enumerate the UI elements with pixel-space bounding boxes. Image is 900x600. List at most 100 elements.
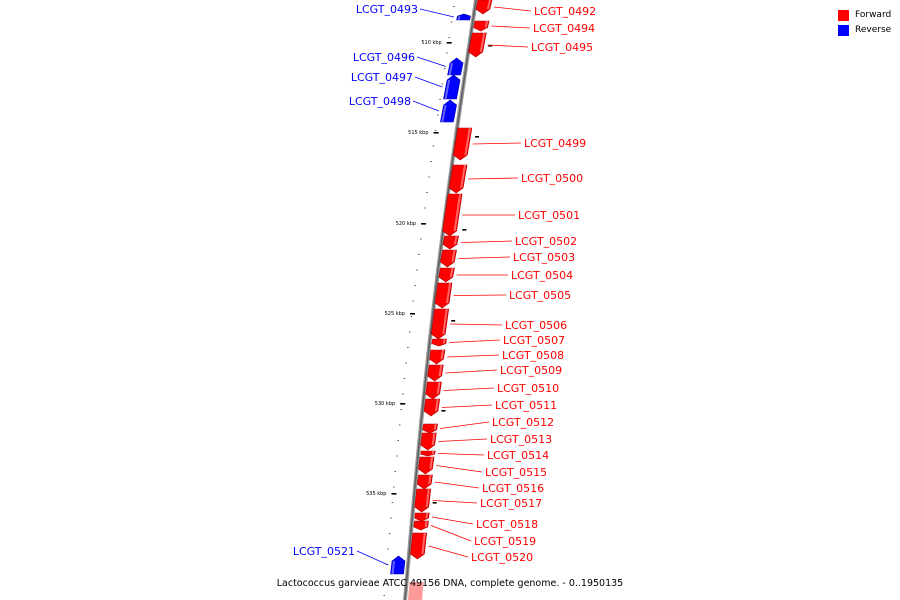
gene-lcgt_0500[interactable] [448, 164, 468, 194]
gene-lcgt_0507[interactable] [431, 338, 447, 347]
gene-label-lcgt_0498[interactable]: LCGT_0498 [349, 95, 440, 112]
gene-label-lcgt_0514[interactable]: LCGT_0514 [437, 449, 549, 462]
gene-lcgt_0497[interactable] [443, 74, 461, 100]
gene-label-lcgt_0504[interactable]: LCGT_0504 [456, 269, 574, 282]
gene-label-lcgt_0508[interactable]: LCGT_0508 [447, 349, 564, 362]
gene-lcgt_0514[interactable] [420, 450, 436, 457]
gene-lcgt_0506[interactable] [430, 308, 450, 340]
gene-lcgt_0512[interactable] [422, 423, 438, 434]
gene-lcgt_0515[interactable] [418, 456, 435, 475]
gene-labels: LCGT_0492 LCGT_0493 LCGT_0494 LCGT_0495 LCGT… [293, 3, 596, 566]
gene-label-lcgt_0512[interactable]: LCGT_0512 [440, 416, 554, 429]
gene-partial [408, 582, 424, 600]
gene-label-lcgt_0517[interactable]: LCGT_0517 [432, 497, 542, 510]
gene-label-lcgt_0503[interactable]: LCGT_0503 [458, 251, 575, 264]
gene-lcgt_0494[interactable] [473, 20, 490, 32]
genome-caption: Lactococcus garvieae ATCC 49156 DNA, com… [276, 578, 624, 589]
gene-label-lcgt_0511[interactable]: LCGT_0511 [441, 399, 557, 412]
gene-name: LCGT_0521 [293, 545, 355, 558]
tick-label: 520 kbp [396, 221, 416, 227]
gene-name: LCGT_0507 [503, 334, 565, 347]
gene-lcgt_0498[interactable] [440, 99, 457, 123]
gene-lcgt_0495[interactable] [468, 32, 487, 58]
gene-label-lcgt_0501[interactable]: LCGT_0501 [462, 209, 580, 222]
gene-name: LCGT_0503 [513, 251, 575, 264]
gene-lcgt_0505[interactable] [434, 282, 453, 309]
gene-label-lcgt_0513[interactable]: LCGT_0513 [438, 433, 553, 446]
gene-name: LCGT_0496 [353, 51, 415, 64]
gene-label-lcgt_0495[interactable]: LCGT_0495 [487, 41, 593, 54]
gene-lcgt_0502[interactable] [442, 235, 459, 250]
gene-lcgt_0518[interactable] [414, 512, 430, 522]
gene-name: LCGT_0495 [531, 41, 593, 54]
forward-swatch [838, 10, 849, 21]
gene-label-lcgt_0492[interactable]: LCGT_0492 [493, 5, 596, 18]
gene-name: LCGT_0506 [505, 319, 567, 332]
gene-lcgt_0520[interactable] [410, 532, 428, 560]
gene-label-lcgt_0509[interactable]: LCGT_0509 [445, 364, 562, 377]
gene-name: LCGT_0494 [533, 22, 595, 35]
tick-label: 515 kbp [408, 130, 428, 136]
gene-name: LCGT_0511 [495, 399, 557, 412]
tick-4: 525 kbp [385, 311, 415, 317]
gene-name: LCGT_0499 [524, 137, 586, 150]
gene-lcgt_0493[interactable] [456, 13, 471, 21]
gene-label-lcgt_0515[interactable]: LCGT_0515 [436, 465, 547, 480]
gene-lcgt_0510[interactable] [425, 381, 442, 400]
gene-lcgt_0503[interactable] [440, 249, 457, 268]
gene-label-lcgt_0493[interactable]: LCGT_0493 [356, 3, 455, 18]
gene-label-lcgt_0519[interactable]: LCGT_0519 [430, 525, 536, 549]
gene-lcgt_0496[interactable] [447, 57, 464, 76]
gene-lcgt_0519[interactable] [413, 520, 429, 531]
gene-features [390, 0, 493, 600]
reverse-swatch [838, 25, 849, 36]
gene-label-lcgt_0494[interactable]: LCGT_0494 [491, 22, 595, 35]
gene-label-lcgt_0502[interactable]: LCGT_0502 [460, 235, 577, 248]
gene-label-lcgt_0500[interactable]: LCGT_0500 [468, 172, 583, 185]
gene-name: LCGT_0492 [534, 5, 596, 18]
gene-lcgt_0516[interactable] [416, 474, 433, 490]
gene-name: LCGT_0508 [502, 349, 564, 362]
gene-name: LCGT_0509 [500, 364, 562, 377]
tick-label: 535 kbp [366, 491, 386, 497]
gene-name: LCGT_0514 [487, 449, 549, 462]
gene-lcgt_0501[interactable] [442, 193, 463, 237]
gene-label-lcgt_0518[interactable]: LCGT_0518 [431, 516, 538, 531]
gene-name: LCGT_0500 [521, 172, 583, 185]
gene-lcgt_0508[interactable] [429, 349, 446, 365]
gene-name: LCGT_0501 [518, 209, 580, 222]
legend-reverse: Reverse [838, 23, 891, 38]
gene-label-lcgt_0516[interactable]: LCGT_0516 [434, 481, 544, 495]
gene-label-lcgt_0506[interactable]: LCGT_0506 [449, 319, 567, 332]
gene-name: LCGT_0512 [492, 416, 554, 429]
gene-lcgt_0509[interactable] [427, 364, 444, 382]
tick-2: 515 kbp [408, 130, 439, 136]
gene-name: LCGT_0515 [485, 466, 547, 479]
legend-reverse-label: Reverse [855, 25, 892, 35]
gene-lcgt_0511[interactable] [423, 398, 441, 417]
gene-lcgt_0499[interactable] [452, 127, 473, 161]
gene-name: LCGT_0493 [356, 3, 418, 16]
gene-label-lcgt_0507[interactable]: LCGT_0507 [449, 334, 565, 347]
gene-label-lcgt_0510[interactable]: LCGT_0510 [443, 382, 560, 395]
gene-lcgt_0513[interactable] [420, 432, 437, 451]
position-ticks: 510 kbp 515 kbp 520 kbp 525 kbp 530 kbp 535 k… [366, 6, 493, 596]
tick-label: 530 kbp [375, 401, 395, 407]
gene-label-lcgt_0505[interactable]: LCGT_0505 [453, 289, 572, 302]
gene-lcgt_0517[interactable] [414, 488, 432, 513]
gene-name: LCGT_0504 [511, 269, 573, 282]
gene-label-lcgt_0496[interactable]: LCGT_0496 [353, 51, 446, 67]
gene-label-lcgt_0520[interactable]: LCGT_0520 [428, 545, 534, 564]
tick-3: 520 kbp [396, 221, 427, 227]
tick-label: 510 kbp [421, 40, 441, 46]
gene-name: LCGT_0518 [476, 518, 538, 531]
gene-label-lcgt_0521[interactable]: LCGT_0521 [293, 545, 389, 566]
gene-label-lcgt_0499[interactable]: LCGT_0499 [472, 137, 587, 150]
gene-label-lcgt_0497[interactable]: LCGT_0497 [351, 71, 443, 88]
gene-lcgt_0521[interactable] [390, 555, 406, 575]
gene-name: LCGT_0498 [349, 95, 411, 108]
genome-axis [402, 0, 479, 600]
gene-name: LCGT_0519 [474, 535, 536, 548]
gene-lcgt_0492[interactable] [475, 0, 493, 15]
gene-lcgt_0504[interactable] [438, 267, 455, 283]
